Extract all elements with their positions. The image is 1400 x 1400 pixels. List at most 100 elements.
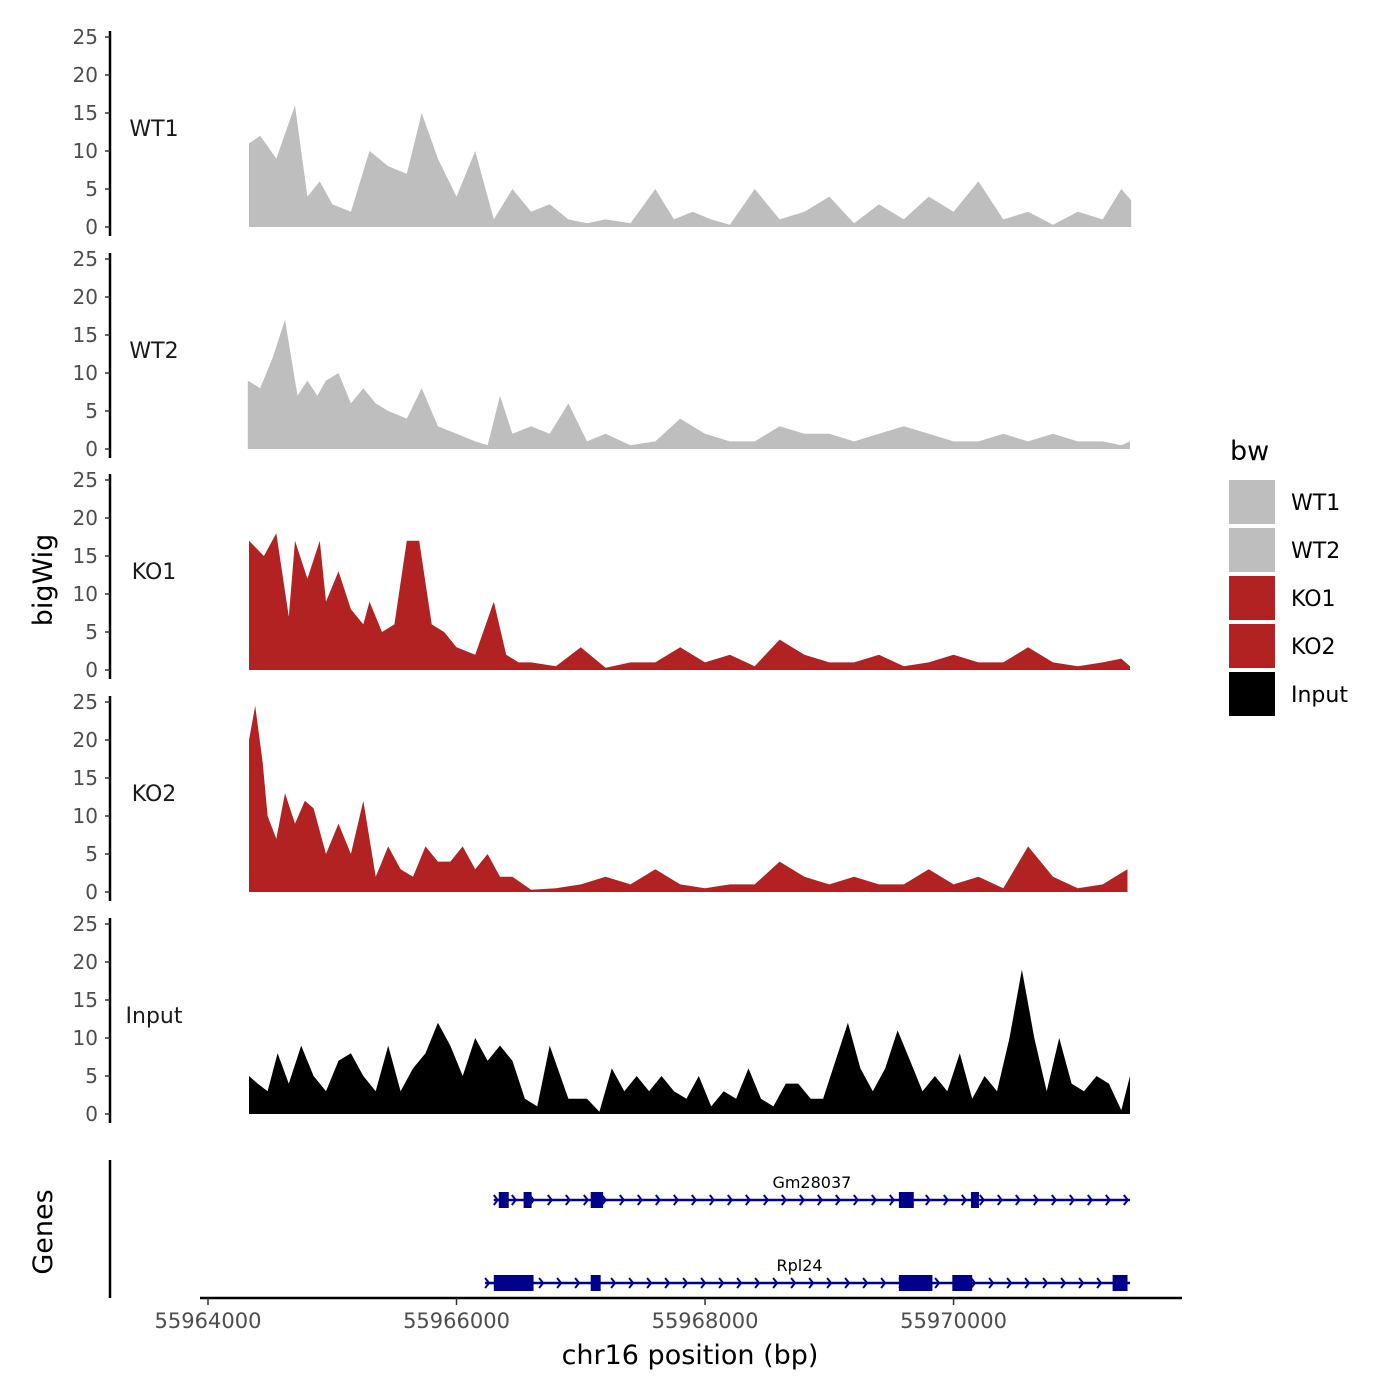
y-tick-label: 25 (73, 468, 98, 492)
y-tick-label: 15 (73, 101, 98, 125)
y-tick-label: 0 (85, 437, 98, 461)
y-tick-label: 15 (73, 988, 98, 1012)
strand-arrow (754, 1277, 761, 1289)
track-label: KO2 (132, 782, 177, 807)
y-tick-label: 5 (85, 177, 98, 201)
coverage-area-ko1 (249, 533, 1130, 670)
y-tick-label: 15 (73, 544, 98, 568)
strand-arrow (745, 1194, 752, 1206)
exon (952, 1275, 973, 1291)
strand-arrow (1006, 1277, 1013, 1289)
strand-arrow (1069, 1194, 1076, 1206)
strand-arrow (547, 1194, 554, 1206)
track-wt1: 0 5 10 15 20 25 WT1 (73, 25, 1132, 239)
y-tick-label: 25 (73, 690, 98, 714)
strand-arrow (772, 1277, 779, 1289)
strand-arrow (835, 1194, 842, 1206)
exon (498, 1192, 509, 1208)
y-tick-label: 5 (85, 620, 98, 644)
exon (523, 1192, 532, 1208)
strand-arrow (817, 1194, 824, 1206)
strand-arrow (583, 1194, 590, 1206)
track-input: 0 5 10 15 20 25 Input (73, 912, 1130, 1126)
y-tick-label: 15 (73, 766, 98, 790)
legend-label-wt2: WT2 (1291, 539, 1340, 564)
y-tick-label: 20 (73, 506, 98, 530)
y-tick-label: 5 (85, 842, 98, 866)
y-tick-label: 0 (85, 1102, 98, 1126)
strand-arrow (844, 1277, 851, 1289)
strand-arrow (1060, 1277, 1067, 1289)
y-tick-label: 20 (73, 63, 98, 87)
strand-arrow (853, 1194, 860, 1206)
strand-arrow (637, 1194, 644, 1206)
legend-label-input: Input (1291, 683, 1348, 708)
strand-arrow (700, 1277, 707, 1289)
strand-arrow (799, 1194, 806, 1206)
y-tick-label: 20 (73, 728, 98, 752)
strand-arrow (493, 1194, 500, 1206)
strand-arrow (682, 1277, 689, 1289)
exon (493, 1275, 534, 1291)
strand-arrow (610, 1277, 617, 1289)
legend-label-ko2: KO2 (1291, 635, 1336, 660)
strand-arrow (979, 1194, 986, 1206)
gene-gm28037: Gm28037 (493, 1173, 1130, 1208)
strand-arrow (718, 1277, 725, 1289)
legend-label-wt1: WT1 (1291, 491, 1340, 516)
x-tick-label: 55968000 (652, 1309, 759, 1333)
strand-arrow (556, 1277, 563, 1289)
gene-label: Rpl24 (777, 1256, 823, 1275)
strand-arrow (925, 1194, 932, 1206)
y-tick-label: 20 (73, 950, 98, 974)
legend-key-wt1 (1229, 480, 1275, 524)
y-tick-label: 25 (73, 912, 98, 936)
y-tick-label: 10 (73, 139, 98, 163)
strand-arrow (664, 1277, 671, 1289)
y-tick-label: 10 (73, 804, 98, 828)
y-tick-label: 0 (85, 658, 98, 682)
track-wt2: 0 5 10 15 20 25 WT2 (73, 247, 1131, 461)
y-tick-label: 10 (73, 582, 98, 606)
x-axis: 55964000 55966000 55968000 55970000 (155, 1296, 1182, 1333)
exon (590, 1192, 604, 1208)
genes-axis-title: Genes (28, 1189, 59, 1274)
x-tick-label: 55964000 (155, 1309, 262, 1333)
strand-arrow (961, 1194, 968, 1206)
strand-arrow (826, 1277, 833, 1289)
strand-arrow (655, 1194, 662, 1206)
y-axis-title: bigWig (28, 534, 59, 627)
strand-arrow (1123, 1194, 1130, 1206)
y-tick-label: 15 (73, 323, 98, 347)
coverage-area-input (249, 969, 1130, 1114)
coverage-area-ko2 (249, 705, 1128, 892)
track-label: WT1 (129, 117, 178, 142)
strand-arrow (808, 1277, 815, 1289)
strand-arrow (1096, 1277, 1103, 1289)
strand-arrow (673, 1194, 680, 1206)
strand-arrow (763, 1194, 770, 1206)
track-ko1: 0 5 10 15 20 25 KO1 (73, 468, 1130, 682)
legend-key-ko2 (1229, 624, 1275, 668)
legend-key-ko1 (1229, 576, 1275, 620)
strand-arrow (1051, 1194, 1058, 1206)
strand-arrow (988, 1277, 995, 1289)
strand-arrow (970, 1277, 977, 1289)
genes-panel: Gm28037 Rpl24 (108, 1160, 1130, 1298)
strand-arrow (727, 1194, 734, 1206)
legend-label-ko1: KO1 (1291, 587, 1336, 612)
y-tick-label: 25 (73, 247, 98, 271)
strand-arrow (484, 1277, 491, 1289)
track-label: WT2 (129, 339, 178, 364)
exon (898, 1275, 933, 1291)
gene-label: Gm28037 (772, 1173, 851, 1192)
track-label: Input (126, 1004, 183, 1029)
strand-arrow (1024, 1277, 1031, 1289)
y-tick-label: 5 (85, 1064, 98, 1088)
strand-arrow (574, 1277, 581, 1289)
y-tick-label: 0 (85, 880, 98, 904)
strand-arrow (889, 1194, 896, 1206)
coverage-tracks: 0510152025WT10510152025WT20510152025KO10… (73, 25, 1132, 1126)
strand-arrow (646, 1277, 653, 1289)
